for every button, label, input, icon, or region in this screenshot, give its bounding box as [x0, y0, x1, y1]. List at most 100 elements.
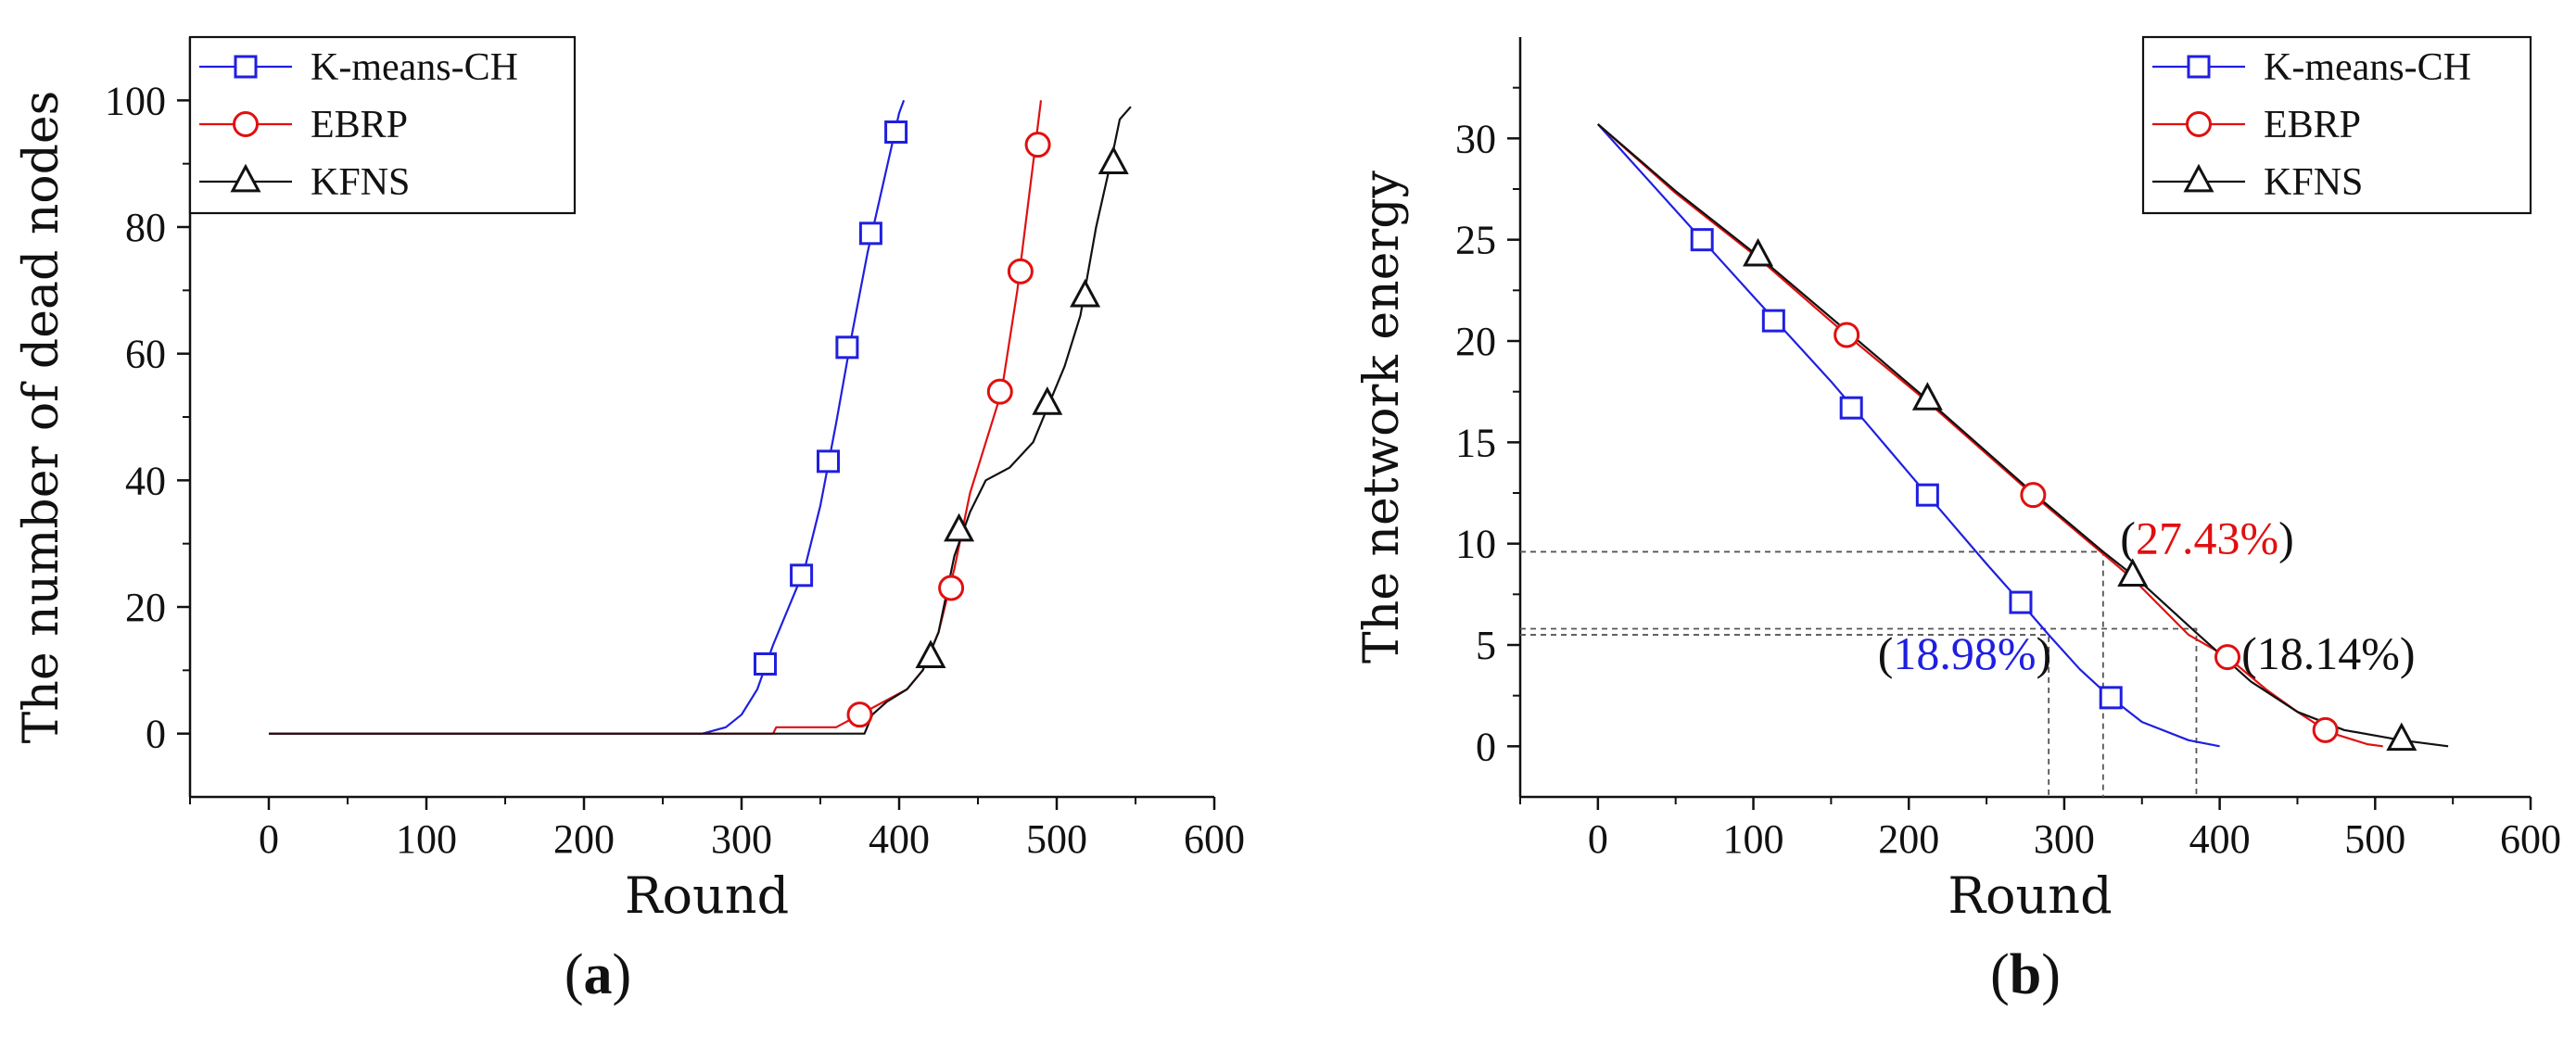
x-tick-label: 600 — [1184, 816, 1245, 862]
data-point-k-means-ch — [1761, 309, 1785, 333]
data-point-k-means-ch — [1839, 396, 1863, 420]
panel-paren-open: ( — [1990, 943, 2010, 1006]
x-tick-label: 100 — [396, 816, 457, 862]
y-tick-label: 20 — [1455, 319, 1496, 364]
data-point-ebrp — [1007, 258, 1034, 284]
data-point-k-means-ch — [835, 335, 859, 360]
annotation-paren-close: ) — [2400, 627, 2416, 679]
legend-marker — [2186, 111, 2212, 137]
legend-label: KFNS — [2264, 161, 2363, 204]
y-tick-label: 30 — [1455, 116, 1496, 161]
data-point-ebrp — [938, 575, 965, 601]
panel-paren-open: ( — [565, 943, 584, 1006]
data-point-kfns — [1911, 382, 1943, 411]
panel-letter: b — [2010, 943, 2041, 1006]
data-point-k-means-ch — [2099, 686, 2123, 710]
y-tick-label: 80 — [125, 205, 166, 250]
reference-line — [1520, 627, 2198, 797]
legend-marker — [2187, 55, 2211, 79]
y-tick-label: 15 — [1455, 420, 1496, 465]
series-line-kfns — [269, 106, 1132, 735]
data-point-kfns — [1743, 237, 1774, 267]
legend-marker — [2183, 163, 2214, 193]
x-tick-label: 200 — [1878, 816, 1939, 862]
panel-paren-close: ) — [2041, 943, 2061, 1006]
legend: K-means-CH EBRP KFNS — [188, 35, 577, 215]
annotation-paren-open: ( — [2120, 512, 2136, 564]
data-point-ebrp — [1024, 132, 1051, 158]
annotation-paren-close: ) — [2278, 512, 2294, 564]
y-tick-label: 10 — [1455, 522, 1496, 567]
legend-label: K-means-CH — [311, 46, 518, 89]
chart-panel-b: 0 100 200 300 400 500 600 0 5 10 15 20 25 30 Round The … — [1354, 35, 2561, 1006]
data-point-kfns — [1098, 145, 1129, 175]
annotation-paren-open: ( — [1878, 627, 1894, 679]
data-point-k-means-ch — [2009, 590, 2033, 614]
data-point-kfns — [2386, 722, 2417, 752]
y-tick-label: 100 — [105, 78, 166, 123]
y-tick-label: 60 — [125, 332, 166, 377]
panel-label: (a) — [565, 943, 631, 1006]
annotation: (18.98%) — [1878, 627, 2051, 679]
data-point-k-means-ch — [858, 221, 882, 246]
legend-label: K-means-CH — [2264, 46, 2471, 89]
data-point-k-means-ch — [884, 120, 908, 144]
data-point-k-means-ch — [754, 652, 777, 676]
x-axis-title: Round — [625, 866, 789, 925]
legend: K-means-CH EBRP KFNS — [2141, 35, 2532, 215]
y-tick-label: 0 — [1476, 724, 1496, 769]
y-tick-label: 20 — [125, 585, 166, 630]
data-point-ebrp — [846, 701, 873, 728]
data-point-ebrp — [2312, 716, 2339, 743]
legend-label: KFNS — [311, 161, 410, 204]
legend-label: EBRP — [2264, 104, 2361, 146]
annotation-value: 18.98% — [1893, 627, 2036, 679]
y-axis-title: The network energy — [1354, 170, 1410, 664]
data-point-k-means-ch — [790, 563, 814, 588]
data-point-ebrp — [2214, 644, 2240, 671]
data-point-ebrp — [2020, 482, 2047, 509]
annotation-paren-close: ) — [2037, 627, 2052, 679]
annotation-value: 18.14% — [2257, 627, 2400, 679]
x-tick-label: 500 — [1026, 816, 1087, 862]
y-tick-label: 0 — [146, 712, 166, 757]
y-tick-label: 40 — [125, 458, 166, 503]
x-tick-label: 400 — [869, 816, 930, 862]
x-tick-label: 100 — [1723, 816, 1784, 862]
data-point-kfns — [915, 639, 946, 669]
data-point-k-means-ch — [817, 449, 840, 474]
legend-marker — [233, 111, 259, 137]
panel-paren-close: ) — [613, 943, 632, 1006]
legend-label: EBRP — [311, 104, 408, 146]
x-axis-title: Round — [1948, 866, 2112, 925]
data-point-kfns — [944, 512, 975, 542]
data-point-kfns — [1032, 386, 1063, 415]
y-tick-label: 25 — [1455, 218, 1496, 263]
data-point-ebrp — [986, 378, 1013, 405]
panel-label: (b) — [1990, 943, 2061, 1006]
x-tick-label: 300 — [2034, 816, 2095, 862]
annotation: (27.43%) — [2120, 512, 2293, 564]
data-point-kfns — [2117, 558, 2149, 588]
y-axis-title: The number of dead nodes — [14, 91, 70, 744]
x-tick-label: 500 — [2344, 816, 2405, 862]
chart-panel-a: 0 100 200 300 400 500 600 0 20 40 60 80 100 Round The … — [14, 35, 1245, 1006]
data-point-k-means-ch — [1915, 483, 1939, 507]
x-tick-label: 0 — [259, 816, 279, 862]
data-point-kfns — [1070, 278, 1101, 308]
annotation: (18.14%) — [2241, 627, 2415, 679]
data-point-ebrp — [1834, 322, 1860, 348]
y-tick-label: 5 — [1476, 623, 1496, 668]
panel-letter: a — [584, 943, 613, 1006]
x-tick-label: 300 — [711, 816, 772, 862]
reference-line — [1520, 634, 2050, 797]
annotation-value: 27.43% — [2136, 512, 2278, 564]
data-point-k-means-ch — [1690, 228, 1714, 252]
x-tick-label: 200 — [553, 816, 615, 862]
legend-marker — [234, 55, 258, 79]
x-tick-label: 0 — [1588, 816, 1608, 862]
x-tick-label: 400 — [2189, 816, 2251, 862]
annotation-paren-open: ( — [2241, 627, 2257, 679]
legend-marker — [230, 163, 261, 193]
